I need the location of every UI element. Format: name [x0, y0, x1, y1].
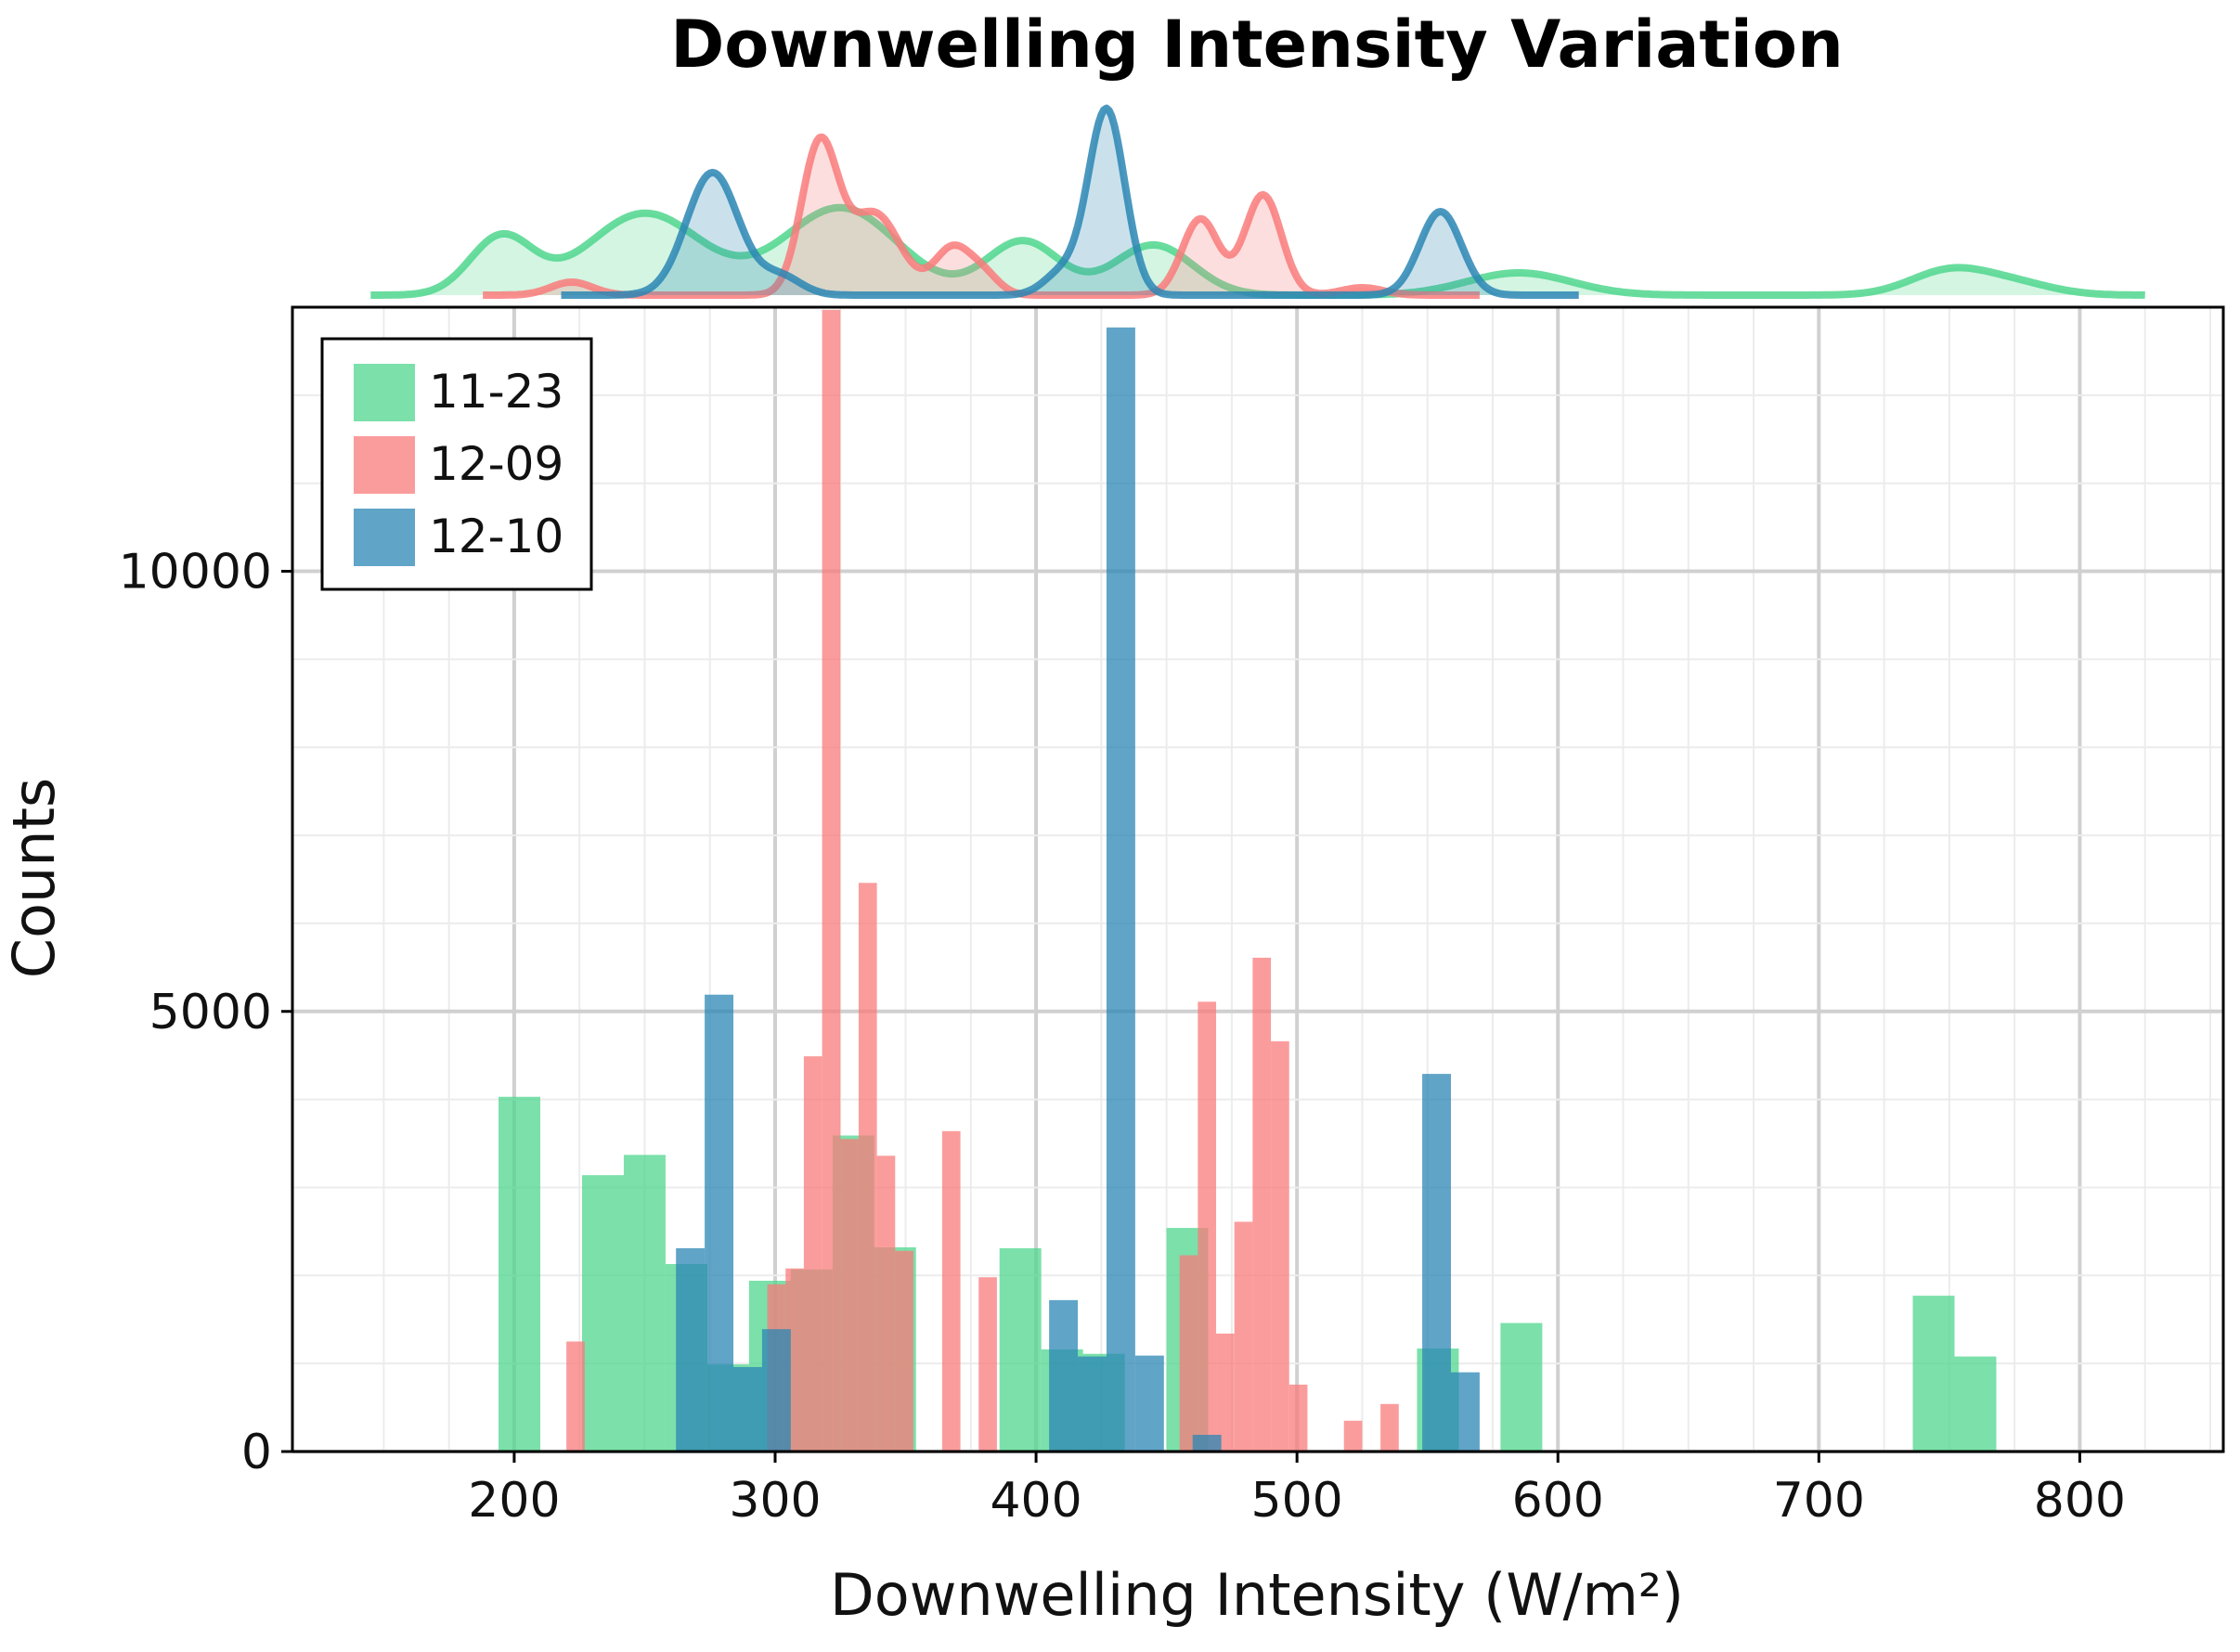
bar-12-09	[1271, 1041, 1289, 1452]
x-tick-label: 300	[729, 1473, 821, 1529]
bar-12-09	[1252, 957, 1272, 1452]
x-axis-label: Downwelling Intensity (W/m²)	[830, 1561, 1684, 1629]
bar-12-10	[676, 1247, 706, 1452]
y-tick-label: 0	[241, 1425, 272, 1480]
bar-11-23	[1912, 1296, 1955, 1452]
x-tick-label: 400	[990, 1473, 1081, 1529]
bar-11-23	[1954, 1356, 1997, 1452]
legend-swatch-11-23	[354, 364, 415, 421]
legend-swatch-12-10	[354, 509, 415, 566]
bar-12-09	[876, 1155, 896, 1452]
x-tick-label: 500	[1251, 1473, 1343, 1529]
legend: 11-23 12-09 12-10	[320, 337, 593, 591]
bar-12-10	[1451, 1372, 1480, 1452]
bar-12-10	[1134, 1355, 1164, 1452]
bar-11-23	[999, 1247, 1042, 1452]
bar-12-09	[1216, 1333, 1235, 1452]
bar-12-10	[1106, 327, 1135, 1452]
x-tick-label: 600	[1512, 1473, 1604, 1529]
bar-12-09	[895, 1250, 913, 1452]
y-axis-label: Counts	[0, 778, 68, 978]
density-fill-12-10	[561, 108, 1579, 295]
bar-12-10	[705, 994, 734, 1452]
legend-label-12-10: 12-10	[429, 510, 563, 563]
bar-12-09	[1380, 1403, 1399, 1452]
bar-12-09	[840, 1139, 859, 1452]
density-curve-12-10	[560, 104, 1580, 299]
bar-11-23	[498, 1096, 541, 1452]
bar-12-09	[1343, 1420, 1363, 1452]
bar-12-10	[1049, 1299, 1079, 1452]
legend-swatch-12-09	[354, 436, 415, 494]
chart-title: Downwelling Intensity Variation	[670, 6, 1844, 83]
bar-11-23	[1500, 1323, 1543, 1452]
bar-12-09	[1234, 1221, 1253, 1452]
bar-12-09	[1198, 1001, 1217, 1452]
legend-label-11-23: 11-23	[429, 365, 563, 419]
legend-label-12-09: 12-09	[429, 437, 563, 491]
grid-layer	[292, 306, 2223, 1453]
bar-12-09	[566, 1341, 585, 1452]
marginal-density-panel	[369, 104, 2146, 299]
density-fill-11-23	[370, 207, 2145, 295]
axes: 200 300 400 500 600 700 800 0 5000 10000	[119, 545, 2126, 1529]
bar-12-09	[858, 883, 877, 1452]
plot-frame	[291, 305, 2225, 1453]
x-tick-label: 700	[1773, 1473, 1865, 1529]
histogram-bars	[498, 309, 1997, 1452]
x-tick-label: 200	[468, 1473, 560, 1529]
y-tick-label: 10000	[119, 545, 272, 600]
bar-12-10	[761, 1329, 791, 1452]
bar-12-10	[733, 1366, 762, 1452]
bar-12-10	[1192, 1434, 1222, 1452]
bar-12-09	[822, 309, 841, 1452]
bar-12-09	[941, 1130, 961, 1452]
y-tick-label: 5000	[149, 985, 272, 1040]
bar-11-23	[623, 1155, 666, 1452]
x-tick-label: 800	[2034, 1473, 2126, 1529]
bar-12-09	[803, 1056, 822, 1452]
bar-12-09	[1288, 1384, 1308, 1452]
bar-12-09	[978, 1277, 997, 1452]
bar-12-10	[1422, 1074, 1451, 1452]
bar-11-23	[582, 1175, 624, 1452]
bar-12-09	[1179, 1255, 1198, 1452]
bar-12-10	[1078, 1356, 1107, 1452]
